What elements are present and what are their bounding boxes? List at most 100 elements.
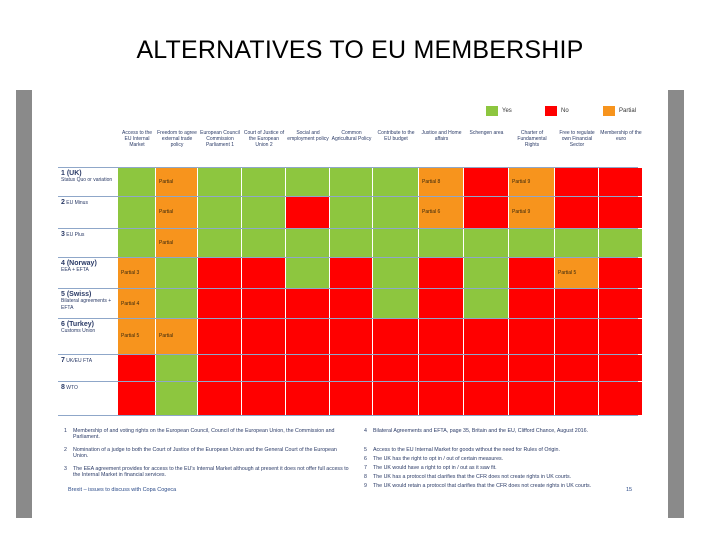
cell-yes bbox=[118, 197, 156, 229]
cell-no bbox=[509, 258, 555, 289]
row-label-sub: Customs Union bbox=[61, 328, 96, 335]
cell-yes bbox=[242, 229, 286, 258]
cell-partial: Partial 5 bbox=[555, 258, 599, 289]
cell-note: Partial bbox=[159, 333, 174, 339]
footnote-number: 2 bbox=[64, 447, 67, 453]
footnote-text: The EEA agreement provides for access to… bbox=[73, 466, 349, 479]
footnote-number: 6 bbox=[364, 456, 367, 462]
cell-yes bbox=[509, 229, 555, 258]
cell-no bbox=[286, 319, 330, 355]
footnote-number: 7 bbox=[364, 465, 367, 471]
cell-partial: Partial bbox=[156, 229, 198, 258]
footnote-number: 1 bbox=[64, 428, 67, 434]
cell-partial: Partial bbox=[156, 168, 198, 197]
row-divider bbox=[58, 354, 638, 355]
row-label-name: 6 (Turkey) bbox=[61, 321, 94, 328]
row-divider bbox=[58, 257, 638, 258]
cell-note: Partial 4 bbox=[121, 300, 140, 307]
footer-text: Brexit – issues to discuss with Copa Cog… bbox=[68, 487, 177, 493]
cell-yes bbox=[286, 229, 330, 258]
column-header: Justice and Home affairs bbox=[421, 130, 462, 143]
cell-note: Partial bbox=[159, 240, 174, 247]
cell-yes bbox=[464, 258, 509, 289]
cell-partial: Partial 5 bbox=[118, 319, 156, 355]
cell-note: Partial 5 bbox=[558, 270, 577, 276]
cell-no bbox=[419, 258, 464, 289]
cell-no bbox=[599, 319, 643, 355]
cell-no bbox=[330, 355, 373, 382]
cell-no bbox=[464, 168, 509, 197]
cell-no bbox=[599, 197, 643, 229]
column-header: Schengen area bbox=[469, 130, 504, 136]
cell-yes bbox=[373, 229, 419, 258]
column-header: Common Agricultural Policy bbox=[331, 130, 372, 143]
cell-note: Partial bbox=[159, 179, 174, 186]
cell-yes bbox=[156, 289, 198, 319]
cell-yes bbox=[156, 355, 198, 382]
cell-yes bbox=[599, 229, 643, 258]
cell-no bbox=[373, 355, 419, 382]
cell-note: Partial 6 bbox=[422, 209, 441, 216]
cell-no bbox=[555, 355, 599, 382]
cell-no bbox=[242, 258, 286, 289]
cell-yes bbox=[373, 289, 419, 319]
cell-no bbox=[509, 289, 555, 319]
column-header: Contribute to the EU budget bbox=[377, 130, 415, 143]
row-label-suffix: UK/EU FTA bbox=[64, 358, 93, 364]
footnote-number: 3 bbox=[64, 466, 67, 472]
cell-yes bbox=[156, 382, 198, 416]
cell-yes bbox=[373, 168, 419, 197]
column-header: Court of Justice of the European Union 2 bbox=[243, 130, 285, 149]
cell-yes bbox=[330, 168, 373, 197]
cell-no bbox=[555, 319, 599, 355]
cell-no bbox=[509, 355, 555, 382]
row-label-sub: Status Quo or variation bbox=[61, 177, 113, 184]
left-side-bar bbox=[16, 90, 32, 518]
footnote-text: The UK has the right to opt in / out of … bbox=[373, 456, 504, 462]
cell-no bbox=[509, 319, 555, 355]
column-header: Access to the EU Internal Market bbox=[121, 130, 152, 149]
cell-yes bbox=[118, 168, 156, 197]
cell-partial: Partial 9 bbox=[509, 197, 555, 229]
cell-partial: Partial 6 bbox=[419, 197, 464, 229]
cell-yes bbox=[198, 168, 242, 197]
legend-label-no: No bbox=[561, 108, 569, 114]
cell-no bbox=[242, 319, 286, 355]
row-label-suffix: EU Minus bbox=[64, 200, 88, 206]
cell-no bbox=[419, 382, 464, 416]
cell-yes bbox=[286, 168, 330, 197]
cell-yes bbox=[198, 229, 242, 258]
cell-note: Partial 9 bbox=[512, 209, 531, 216]
cell-yes bbox=[555, 229, 599, 258]
row-label-name: 5 (Swiss) bbox=[61, 291, 92, 298]
cell-no bbox=[330, 319, 373, 355]
cell-no bbox=[555, 168, 599, 197]
row-divider bbox=[58, 228, 638, 229]
cell-yes bbox=[198, 197, 242, 229]
column-header: Social and employment policy bbox=[287, 130, 329, 143]
cell-no bbox=[330, 258, 373, 289]
footnote-text: The UK would have a right to opt in / ou… bbox=[373, 465, 497, 471]
comparison-table-panel: Yes No Partial Access to the EU Internal… bbox=[58, 93, 650, 513]
row-label-name: 1 (UK) bbox=[61, 170, 82, 177]
cell-partial: Partial 8 bbox=[419, 168, 464, 197]
legend-label-partial: Partial bbox=[619, 108, 637, 114]
cell-no bbox=[242, 382, 286, 416]
cell-no bbox=[464, 355, 509, 382]
cell-no bbox=[464, 319, 509, 355]
cell-no bbox=[118, 382, 156, 416]
cell-yes bbox=[419, 229, 464, 258]
cell-yes bbox=[464, 229, 509, 258]
cell-yes bbox=[330, 229, 373, 258]
cell-partial: Partial bbox=[156, 197, 198, 229]
cell-partial: Partial bbox=[156, 319, 198, 355]
cell-yes bbox=[118, 229, 156, 258]
cell-note: Partial bbox=[159, 209, 174, 216]
footnote-number: 4 bbox=[364, 428, 367, 434]
row-label-suffix: EU Plus bbox=[64, 232, 85, 238]
cell-no bbox=[599, 289, 643, 319]
row-label: 8 WTO bbox=[61, 384, 117, 391]
cell-yes bbox=[464, 289, 509, 319]
row-label: 7 UK/EU FTA bbox=[61, 357, 117, 364]
cell-partial: Partial 3 bbox=[118, 258, 156, 289]
